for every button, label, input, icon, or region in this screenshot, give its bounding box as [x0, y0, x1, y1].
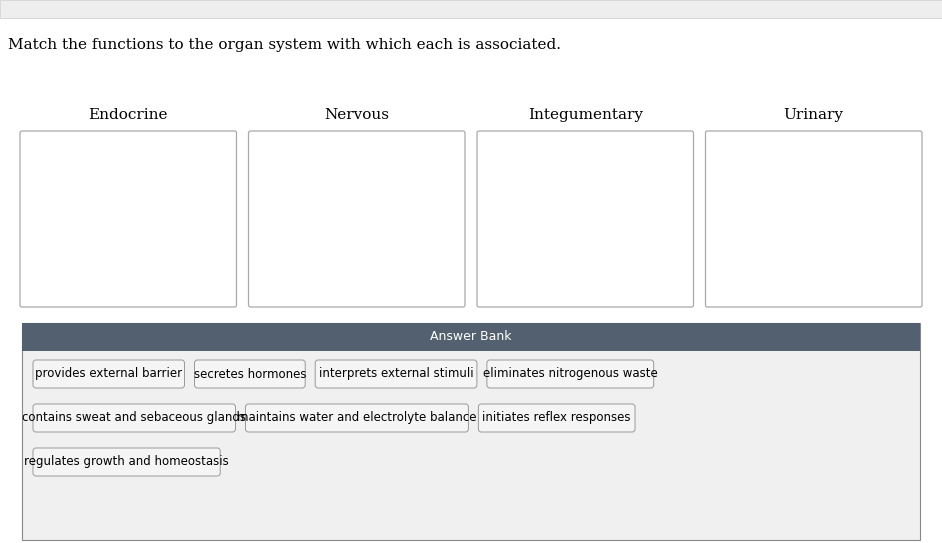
Text: initiates reflex responses: initiates reflex responses	[482, 412, 631, 425]
Text: Match the functions to the organ system with which each is associated.: Match the functions to the organ system …	[8, 38, 561, 52]
Text: contains sweat and sebaceous glands: contains sweat and sebaceous glands	[23, 412, 246, 425]
Text: provides external barrier: provides external barrier	[35, 368, 183, 381]
FancyBboxPatch shape	[0, 0, 942, 18]
FancyBboxPatch shape	[33, 404, 236, 432]
FancyBboxPatch shape	[33, 448, 220, 476]
FancyBboxPatch shape	[20, 131, 236, 307]
Text: Nervous: Nervous	[324, 108, 389, 122]
FancyBboxPatch shape	[487, 360, 654, 388]
FancyBboxPatch shape	[479, 404, 635, 432]
FancyBboxPatch shape	[316, 360, 477, 388]
FancyBboxPatch shape	[706, 131, 922, 307]
Text: Urinary: Urinary	[784, 108, 844, 122]
FancyBboxPatch shape	[477, 131, 693, 307]
Text: Integumentary: Integumentary	[528, 108, 642, 122]
Text: Answer Bank: Answer Bank	[430, 331, 512, 344]
FancyBboxPatch shape	[22, 323, 920, 351]
Text: Endocrine: Endocrine	[89, 108, 168, 122]
FancyBboxPatch shape	[22, 323, 920, 540]
FancyBboxPatch shape	[33, 360, 185, 388]
Text: regulates growth and homeostasis: regulates growth and homeostasis	[24, 456, 229, 469]
Text: secretes hormones: secretes hormones	[194, 368, 306, 381]
FancyBboxPatch shape	[249, 131, 465, 307]
FancyBboxPatch shape	[194, 360, 305, 388]
FancyBboxPatch shape	[246, 404, 468, 432]
Text: maintains water and electrolyte balance: maintains water and electrolyte balance	[237, 412, 477, 425]
Text: eliminates nitrogenous waste: eliminates nitrogenous waste	[483, 368, 658, 381]
Text: interprets external stimuli: interprets external stimuli	[318, 368, 474, 381]
